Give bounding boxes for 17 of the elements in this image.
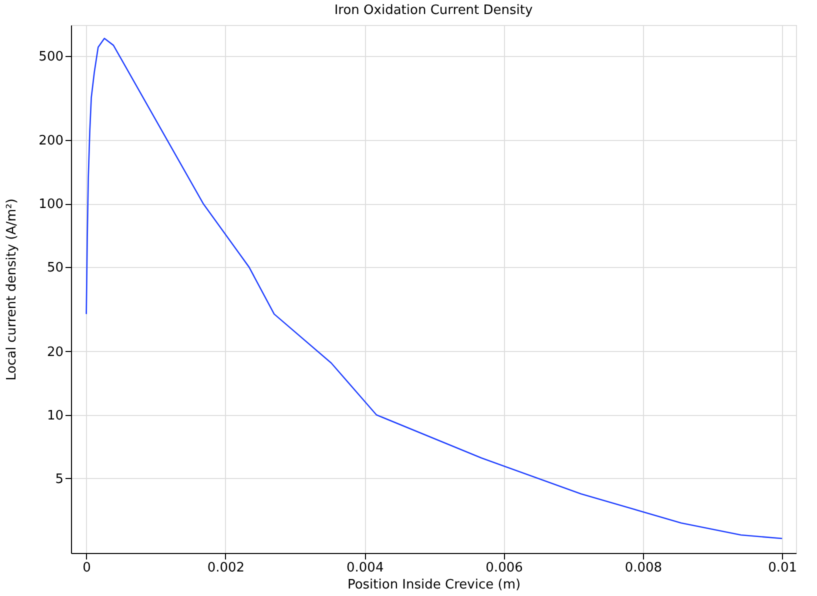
y-tick-label: 20 bbox=[46, 344, 64, 360]
x-tick-label: 0.002 bbox=[207, 560, 245, 576]
x-tick-label: 0.008 bbox=[624, 560, 662, 576]
y-tick-label: 200 bbox=[38, 133, 64, 148]
y-axis-title: Local current density (A/m²) bbox=[4, 198, 20, 380]
line-series bbox=[86, 38, 783, 540]
x-axis-title: Position Inside Crevice (m) bbox=[347, 578, 521, 592]
x-tick-label: 0 bbox=[82, 560, 91, 576]
y-tick-label: 100 bbox=[38, 197, 64, 212]
x-tick-label: 0.004 bbox=[346, 560, 384, 576]
x-tick-label: 0.01 bbox=[768, 560, 798, 576]
y-tick-label: 5 bbox=[55, 472, 64, 487]
x-tick-label: 0.006 bbox=[486, 560, 523, 576]
y-tick-label: 500 bbox=[38, 49, 64, 64]
y-tick-label: 50 bbox=[46, 260, 64, 276]
y-tick-label: 10 bbox=[46, 408, 64, 424]
chart-title: Iron Oxidation Current Density bbox=[334, 3, 533, 18]
